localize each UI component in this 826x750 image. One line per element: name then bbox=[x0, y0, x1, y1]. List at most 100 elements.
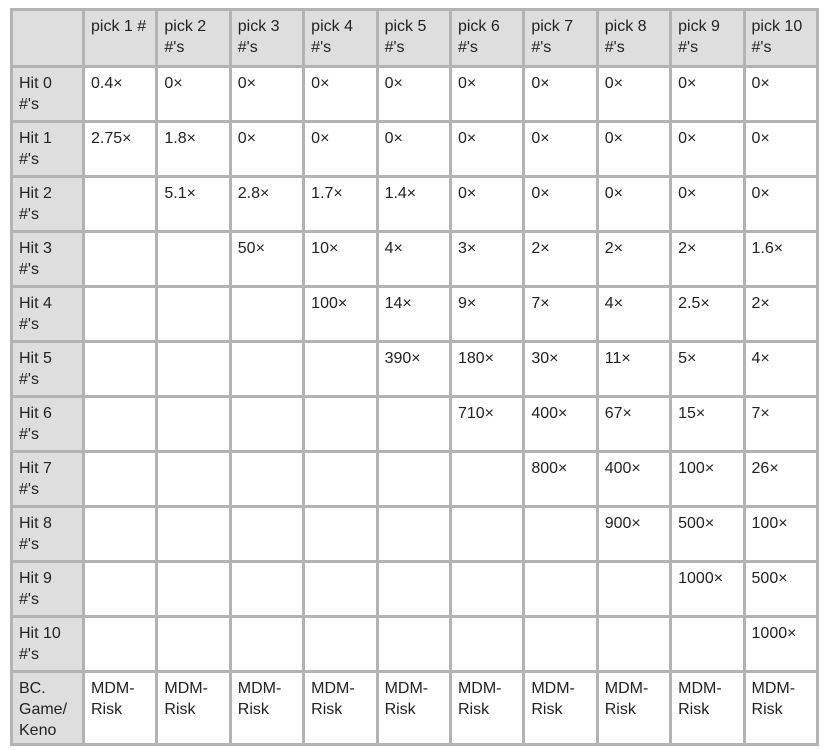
table-cell: 26× bbox=[742, 450, 819, 508]
table-cell bbox=[595, 560, 673, 618]
table-row: BC. Game/ Keno MDM-Risk MDM-Risk MDM-Risk MD… bbox=[10, 670, 819, 746]
table-cell: 400× bbox=[595, 450, 673, 508]
table-cell: 0× bbox=[742, 65, 819, 123]
table-body: Hit 0 #'s 0.4× 0× 0× 0× 0× 0× 0× 0× 0× 0× Hit 1 #'s… bbox=[10, 65, 819, 746]
table-cell bbox=[81, 560, 159, 618]
keno-payout-table: pick 1 # pick 2 #'s pick 3 #'s pick 4 #'s pi… bbox=[10, 8, 819, 746]
table-cell: 100× bbox=[669, 450, 746, 508]
table-cell bbox=[81, 395, 159, 453]
table-cell bbox=[81, 505, 159, 563]
table-cell: 5× bbox=[669, 340, 746, 398]
table-cell: MDM-Risk bbox=[375, 670, 452, 746]
table-row: Hit 0 #'s 0.4× 0× 0× 0× 0× 0× 0× 0× 0× 0× bbox=[10, 65, 819, 123]
table-cell: 0× bbox=[595, 120, 673, 178]
table-cell: 0× bbox=[302, 65, 379, 123]
table-cell bbox=[302, 615, 379, 673]
table-cell: 100× bbox=[742, 505, 819, 563]
table-cell: 180× bbox=[448, 340, 526, 398]
table-cell: MDM-Risk bbox=[448, 670, 526, 746]
table-cell: 900× bbox=[595, 505, 673, 563]
table-cell: 0× bbox=[448, 120, 526, 178]
table-cell bbox=[375, 505, 452, 563]
row-header: Hit 2 #'s bbox=[10, 175, 85, 233]
table-cell: 2.5× bbox=[669, 285, 746, 343]
column-header: pick 5 #'s bbox=[375, 8, 452, 68]
table-cell bbox=[81, 615, 159, 673]
table-cell: 14× bbox=[375, 285, 452, 343]
table-cell bbox=[522, 615, 599, 673]
table-cell: 7× bbox=[522, 285, 599, 343]
table-cell: 3× bbox=[448, 230, 526, 288]
table-cell bbox=[302, 395, 379, 453]
row-header: Hit 1 #'s bbox=[10, 120, 85, 178]
table-cell: 0× bbox=[228, 65, 306, 123]
table-cell: 2.8× bbox=[228, 175, 306, 233]
table-cell: MDM-Risk bbox=[155, 670, 232, 746]
table-cell bbox=[448, 505, 526, 563]
table-cell: 11× bbox=[595, 340, 673, 398]
table-cell: 100× bbox=[302, 285, 379, 343]
column-header: pick 3 #'s bbox=[228, 8, 306, 68]
table-cell bbox=[155, 560, 232, 618]
table-row: Hit 3 #'s 50× 10× 4× 3× 2× 2× 2× 1.6× bbox=[10, 230, 819, 288]
table-row: Hit 5 #'s 390× 180× 30× 11× 5× 4× bbox=[10, 340, 819, 398]
table-cell: 0× bbox=[669, 120, 746, 178]
table-cell bbox=[375, 615, 452, 673]
table-row: Hit 4 #'s 100× 14× 9× 7× 4× 2.5× 2× bbox=[10, 285, 819, 343]
row-header: Hit 4 #'s bbox=[10, 285, 85, 343]
table-cell bbox=[228, 340, 306, 398]
table-cell: 0× bbox=[522, 120, 599, 178]
table-cell: 1.6× bbox=[742, 230, 819, 288]
table-cell bbox=[155, 340, 232, 398]
table-cell: 4× bbox=[375, 230, 452, 288]
table-cell: 1.7× bbox=[302, 175, 379, 233]
table-cell: MDM-Risk bbox=[522, 670, 599, 746]
row-header: Hit 5 #'s bbox=[10, 340, 85, 398]
table-cell bbox=[81, 230, 159, 288]
table-row: Hit 2 #'s 5.1× 2.8× 1.7× 1.4× 0× 0× 0× 0× 0× bbox=[10, 175, 819, 233]
table-cell: 0× bbox=[302, 120, 379, 178]
table-cell bbox=[375, 395, 452, 453]
table-cell: 5.1× bbox=[155, 175, 232, 233]
table-cell: 0× bbox=[375, 120, 452, 178]
table-cell: 1.4× bbox=[375, 175, 452, 233]
table-cell bbox=[155, 450, 232, 508]
table-cell: 0× bbox=[669, 65, 746, 123]
table-cell: 1.8× bbox=[155, 120, 232, 178]
table-cell bbox=[228, 450, 306, 508]
table-row: Hit 10 #'s 1000× bbox=[10, 615, 819, 673]
table-cell bbox=[155, 505, 232, 563]
table-cell: 0× bbox=[595, 65, 673, 123]
table-cell bbox=[155, 615, 232, 673]
row-header: Hit 7 #'s bbox=[10, 450, 85, 508]
table-cell: MDM-Risk bbox=[669, 670, 746, 746]
table-row: Hit 7 #'s 800× 400× 100× 26× bbox=[10, 450, 819, 508]
table-cell: MDM-Risk bbox=[302, 670, 379, 746]
table-cell: 30× bbox=[522, 340, 599, 398]
row-header: Hit 9 #'s bbox=[10, 560, 85, 618]
table-header: pick 1 # pick 2 #'s pick 3 #'s pick 4 #'s pi… bbox=[10, 8, 819, 68]
table-cell bbox=[302, 340, 379, 398]
table-cell bbox=[155, 230, 232, 288]
table-cell: MDM-Risk bbox=[228, 670, 306, 746]
table-cell: 0× bbox=[448, 65, 526, 123]
table-cell: 390× bbox=[375, 340, 452, 398]
table-cell bbox=[375, 450, 452, 508]
table-cell bbox=[228, 615, 306, 673]
table-cell: 710× bbox=[448, 395, 526, 453]
column-header: pick 7 #'s bbox=[522, 8, 599, 68]
table-cell: 2× bbox=[669, 230, 746, 288]
table-cell: 500× bbox=[669, 505, 746, 563]
row-header: BC. Game/ Keno bbox=[10, 670, 85, 746]
table-cell bbox=[522, 560, 599, 618]
table-cell: 0.4× bbox=[81, 65, 159, 123]
table-cell bbox=[228, 395, 306, 453]
table-cell: MDM-Risk bbox=[742, 670, 819, 746]
table-cell: 500× bbox=[742, 560, 819, 618]
table-cell bbox=[448, 615, 526, 673]
table-cell bbox=[448, 560, 526, 618]
table-cell: 0× bbox=[742, 120, 819, 178]
table-cell bbox=[302, 560, 379, 618]
table-cell: 400× bbox=[522, 395, 599, 453]
header-row: pick 1 # pick 2 #'s pick 3 #'s pick 4 #'s pi… bbox=[10, 8, 819, 68]
